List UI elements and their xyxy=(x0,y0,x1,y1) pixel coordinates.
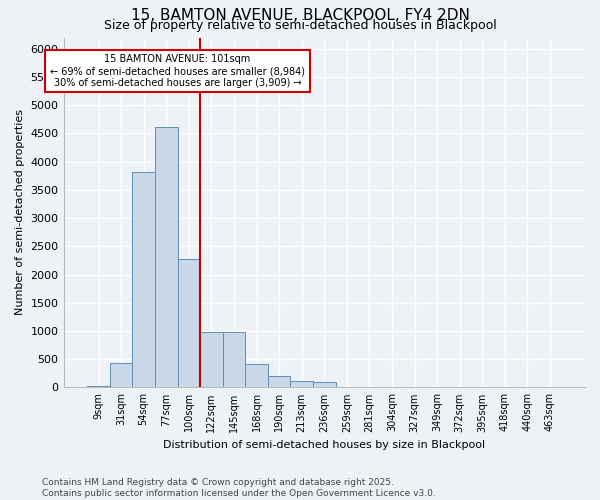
X-axis label: Distribution of semi-detached houses by size in Blackpool: Distribution of semi-detached houses by … xyxy=(163,440,485,450)
Text: Contains HM Land Registry data © Crown copyright and database right 2025.
Contai: Contains HM Land Registry data © Crown c… xyxy=(42,478,436,498)
Bar xyxy=(110,363,133,388)
Text: 15 BAMTON AVENUE: 101sqm
← 69% of semi-detached houses are smaller (8,984)
30% o: 15 BAMTON AVENUE: 101sqm ← 69% of semi-d… xyxy=(50,54,305,88)
Bar xyxy=(155,126,178,388)
Bar xyxy=(223,332,245,388)
Bar xyxy=(313,382,335,388)
Bar xyxy=(290,381,313,388)
Bar xyxy=(178,258,200,388)
Bar xyxy=(133,172,155,388)
Text: Size of property relative to semi-detached houses in Blackpool: Size of property relative to semi-detach… xyxy=(104,19,496,32)
Y-axis label: Number of semi-detached properties: Number of semi-detached properties xyxy=(15,110,25,316)
Bar xyxy=(268,376,290,388)
Text: 15, BAMTON AVENUE, BLACKPOOL, FY4 2DN: 15, BAMTON AVENUE, BLACKPOOL, FY4 2DN xyxy=(131,8,469,22)
Bar xyxy=(245,364,268,388)
Bar xyxy=(87,386,110,388)
Bar xyxy=(200,332,223,388)
